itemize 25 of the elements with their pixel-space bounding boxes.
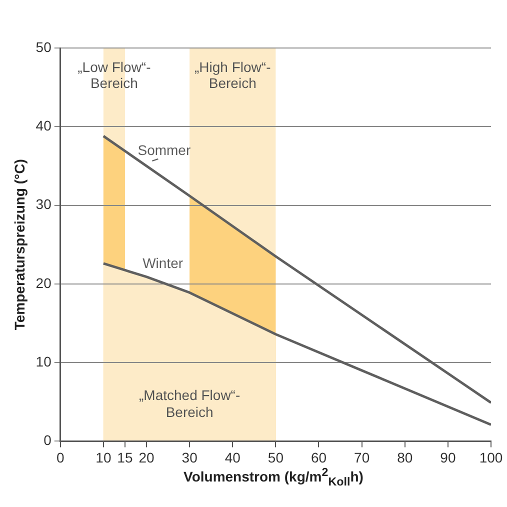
x-tick-label: 10 bbox=[96, 449, 112, 466]
series-label: Winter bbox=[142, 255, 184, 272]
x-tick-label: 50 bbox=[268, 449, 284, 466]
x-axis-title: Volumenstrom (kg/m$^{2}$$_{Koll}$h) bbox=[182, 466, 364, 488]
x-tick-label: 100 bbox=[479, 449, 503, 466]
y-tick-label: 30 bbox=[36, 196, 52, 212]
y-axis-title: Temperaturspreizung (°C) bbox=[11, 159, 28, 330]
x-tick-label: 70 bbox=[354, 449, 370, 466]
x-tick-label: 90 bbox=[440, 449, 456, 466]
x-tick-label: 30 bbox=[182, 449, 198, 466]
series-label: „Matched Flow“-Bereich bbox=[138, 387, 240, 420]
y-tick-label: 20 bbox=[36, 274, 52, 291]
y-tick-label: 10 bbox=[36, 353, 52, 370]
y-tick-label: 0 bbox=[44, 432, 52, 448]
y-tick-label: 50 bbox=[36, 38, 52, 55]
x-tick-label: 15 bbox=[117, 449, 133, 466]
band-label: „Low Flow“-Bereich bbox=[78, 58, 152, 91]
x-tick-label: 80 bbox=[397, 449, 413, 466]
series-label: Sommer bbox=[138, 142, 191, 158]
y-tick-label: 40 bbox=[36, 118, 52, 134]
x-tick-label: 0 bbox=[56, 449, 64, 466]
band-label: „High Flow“-Bereich bbox=[194, 58, 272, 91]
x-tick-label: 20 bbox=[138, 449, 154, 466]
x-tick-label: 40 bbox=[224, 449, 241, 466]
x-tick-label: 60 bbox=[310, 449, 327, 466]
